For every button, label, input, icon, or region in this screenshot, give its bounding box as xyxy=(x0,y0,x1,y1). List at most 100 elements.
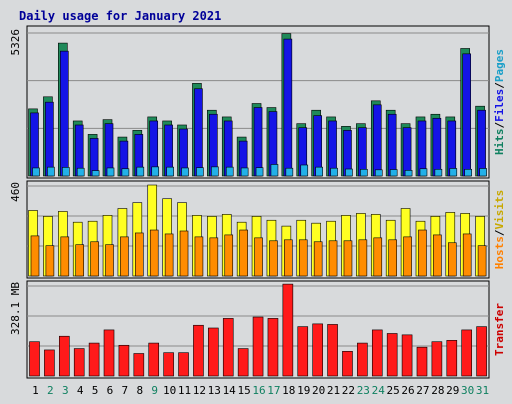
axis-label-part: Pages xyxy=(493,49,506,82)
bar-hosts xyxy=(209,237,219,277)
x-tick-label: 3 xyxy=(62,384,69,397)
bar-hosts xyxy=(179,230,189,277)
bar-hosts xyxy=(105,244,114,277)
bar-hosts xyxy=(239,229,248,277)
panel-max-label: 5326 xyxy=(9,29,22,56)
axis-label-separator: / xyxy=(493,229,506,236)
bar-hosts xyxy=(224,234,234,277)
bar-hosts xyxy=(477,245,487,277)
bar-hosts xyxy=(462,233,472,277)
bar-transfer xyxy=(401,334,413,377)
bar-pages xyxy=(285,167,294,177)
bar-transfer xyxy=(29,341,40,377)
x-tick-label: 8 xyxy=(136,384,143,397)
bar-hosts xyxy=(135,232,144,277)
bar-transfer xyxy=(416,346,428,377)
bar-pages xyxy=(374,169,383,177)
chart-title: Daily usage for January 2021 xyxy=(19,9,221,23)
x-tick-label: 24 xyxy=(372,384,386,397)
bar-pages xyxy=(270,164,279,177)
x-tick-label: 26 xyxy=(401,384,414,397)
x-tick-label: 31 xyxy=(476,384,489,397)
bar-hosts xyxy=(254,237,263,277)
bar-pages xyxy=(91,170,100,177)
bar-hosts xyxy=(418,229,427,277)
bar-transfer xyxy=(193,324,204,377)
bar-transfer xyxy=(59,335,70,377)
bar-pages xyxy=(196,167,204,177)
bar-hosts xyxy=(328,240,338,277)
bar-files xyxy=(328,120,337,177)
bar-transfer xyxy=(252,316,264,377)
bar-transfer xyxy=(88,342,100,377)
bar-hosts xyxy=(269,240,278,277)
bar-transfer xyxy=(327,324,338,377)
x-tick-label: 23 xyxy=(357,384,370,397)
bar-pages xyxy=(255,167,264,177)
bar-pages xyxy=(389,169,398,177)
bar-pages xyxy=(419,168,428,177)
axis-label-part: Visits xyxy=(493,190,506,230)
bar-pages xyxy=(479,168,487,177)
bar-hosts xyxy=(75,244,85,277)
bar-files xyxy=(283,38,293,177)
bar-transfer xyxy=(44,349,55,377)
bar-transfer xyxy=(386,333,398,377)
bar-transfer xyxy=(282,283,294,377)
bar-transfer xyxy=(208,327,219,377)
bar-transfer xyxy=(446,340,458,377)
x-tick-label: 21 xyxy=(327,384,340,397)
bar-transfer xyxy=(312,323,323,377)
bar-pages xyxy=(360,168,368,177)
bar-hosts xyxy=(90,241,99,277)
bar-pages xyxy=(434,168,443,177)
bar-pages xyxy=(240,167,249,177)
panel-visits: 460 Hosts/Visits xyxy=(9,180,506,279)
axis-label-separator: / xyxy=(493,122,506,129)
bar-hosts xyxy=(120,236,129,277)
bar-pages xyxy=(47,166,55,177)
x-tick-label: 20 xyxy=(312,384,325,397)
bar-pages xyxy=(181,167,189,177)
axis-label-part: Hits xyxy=(493,129,506,156)
bar-pages xyxy=(166,166,174,177)
axis-label-part: Files xyxy=(493,89,506,122)
bar-files xyxy=(30,112,39,177)
bar-hosts xyxy=(30,235,40,277)
bar-transfer xyxy=(461,329,472,377)
bar-transfer xyxy=(222,318,234,377)
bar-files xyxy=(417,120,427,177)
x-tick-label: 22 xyxy=(342,384,355,397)
bar-transfer xyxy=(103,329,115,377)
bar-transfer xyxy=(118,344,130,377)
x-tick-label: 10 xyxy=(163,384,176,397)
bar-files xyxy=(45,101,54,177)
x-tick-label: 5 xyxy=(92,384,99,397)
panel-axis-label: Hosts/Visits xyxy=(493,190,506,270)
bar-transfer xyxy=(178,352,189,377)
bar-pages xyxy=(62,167,70,177)
bar-transfer xyxy=(133,353,145,377)
panel-axis-label: Transfer xyxy=(493,303,506,356)
x-tick-label: 18 xyxy=(282,384,295,397)
x-tick-label: 1 xyxy=(32,384,39,397)
bar-files xyxy=(387,113,397,177)
bar-files xyxy=(477,109,486,177)
bar-transfer xyxy=(371,329,383,377)
x-tick-label: 9 xyxy=(151,384,158,397)
bar-files xyxy=(60,50,69,177)
bar-hosts xyxy=(343,240,353,277)
bar-hosts xyxy=(313,241,323,277)
bar-hosts xyxy=(388,239,397,277)
bar-hosts xyxy=(284,239,293,277)
bar-transfer xyxy=(297,326,309,377)
bar-pages xyxy=(32,167,40,177)
panel-max-label: 460 xyxy=(9,182,22,202)
bar-hosts xyxy=(358,239,368,277)
bar-transfer xyxy=(267,318,279,377)
x-tick-label: 27 xyxy=(416,384,429,397)
bar-files xyxy=(253,107,263,177)
bar-files xyxy=(402,127,412,177)
axis-label-part: Hosts xyxy=(493,236,506,269)
